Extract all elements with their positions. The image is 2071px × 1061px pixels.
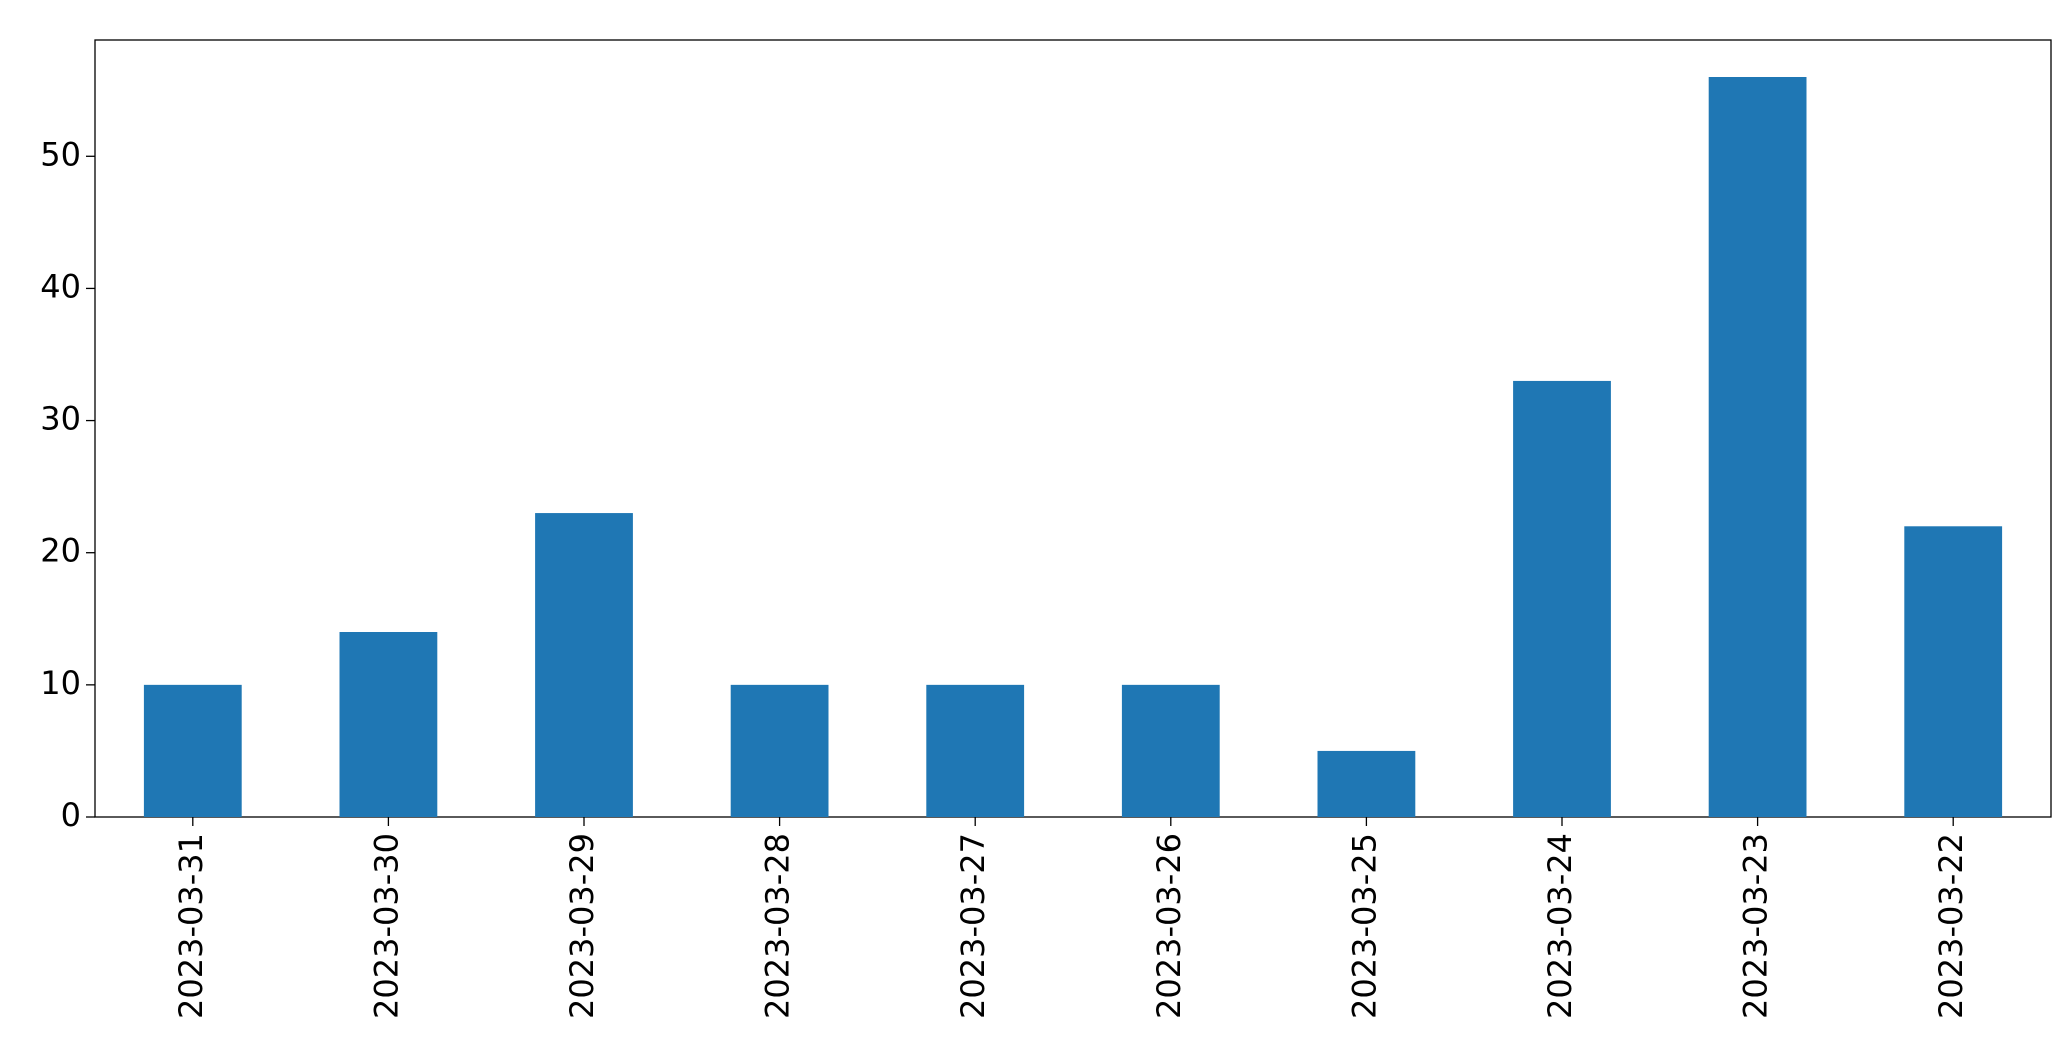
bar xyxy=(143,684,242,817)
bar xyxy=(1317,750,1416,817)
bar xyxy=(535,513,633,817)
y-tick-label: 40 xyxy=(40,267,81,305)
y-tick-label: 10 xyxy=(40,664,81,702)
y-tick-label: 0 xyxy=(61,796,81,834)
x-tick-label: 2023-03-25 xyxy=(1345,833,1383,1019)
x-tick-label: 2023-03-29 xyxy=(563,833,601,1019)
x-tick-label: 2023-03-27 xyxy=(954,833,992,1019)
x-tick-label: 2023-03-23 xyxy=(1737,833,1775,1019)
x-tick-label: 2023-03-24 xyxy=(1541,833,1579,1019)
bar xyxy=(339,632,438,817)
plot-frame xyxy=(94,39,2052,818)
y-tick-label: 20 xyxy=(40,532,81,570)
bar xyxy=(926,684,1025,817)
bar xyxy=(1121,684,1220,817)
bar xyxy=(730,684,829,817)
x-tick-label: 2023-03-26 xyxy=(1150,833,1188,1019)
bar xyxy=(1708,77,1807,817)
x-tick-label: 2023-03-30 xyxy=(367,833,405,1019)
x-tick-label: 2023-03-31 xyxy=(172,833,210,1019)
y-tick-label: 30 xyxy=(40,400,81,438)
x-tick-label: 2023-03-28 xyxy=(759,833,797,1019)
bar xyxy=(1513,380,1611,817)
y-tick-label: 50 xyxy=(40,135,81,173)
x-tick-label: 2023-03-22 xyxy=(1932,833,1970,1019)
bar xyxy=(1904,526,2003,817)
